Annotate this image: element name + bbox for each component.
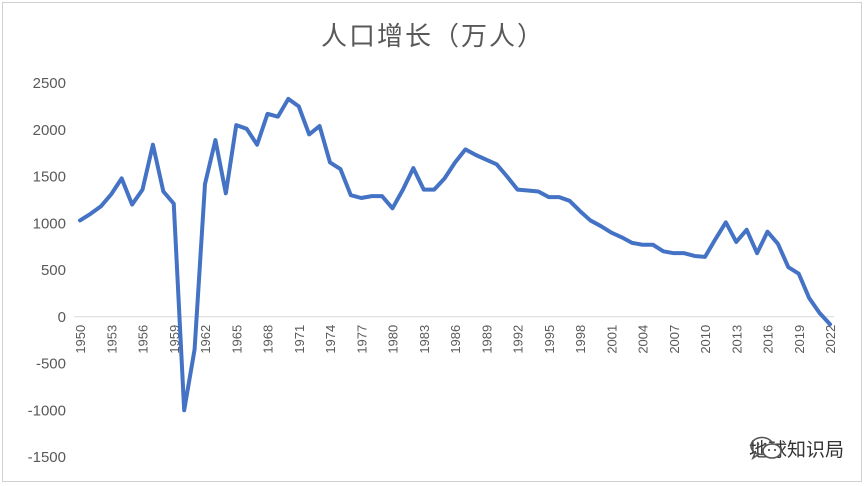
x-tick-label: 1986 [448, 325, 463, 354]
x-tick-label: 2001 [604, 325, 619, 354]
x-tick-label: 1971 [292, 325, 307, 354]
x-tick-label: 1989 [479, 325, 494, 354]
watermark: 地球知识局 [749, 435, 844, 462]
x-tick-label: 1980 [386, 325, 401, 354]
x-tick-label: 2016 [761, 325, 776, 354]
x-tick-label: 1953 [104, 325, 119, 354]
x-tick-label: 1950 [73, 325, 88, 354]
x-tick-label: 2019 [792, 325, 807, 354]
x-tick-label: 1974 [323, 325, 338, 354]
y-tick-label: -1000 [28, 402, 66, 419]
y-tick-label: -1500 [28, 449, 66, 466]
x-tick-label: 1992 [511, 325, 526, 354]
x-tick-label: 1965 [229, 325, 244, 354]
x-tick-label: 1998 [573, 325, 588, 354]
y-tick-label: 500 [41, 262, 66, 279]
y-tick-label: -500 [36, 356, 66, 373]
x-tick-label: 1968 [261, 325, 276, 354]
x-tick-label: 1995 [542, 325, 557, 354]
x-tick-label: 2004 [636, 325, 651, 354]
x-tick-label: 1977 [354, 325, 369, 354]
y-tick-label: 0 [58, 309, 66, 326]
chart-title: 人口增长（万人） [320, 22, 545, 52]
x-tick-label: 2013 [729, 325, 744, 354]
wechat-icon [750, 436, 782, 461]
y-tick-label: 2000 [33, 122, 66, 139]
x-tick-label: 2007 [667, 325, 682, 354]
x-tick-label: 1983 [417, 325, 432, 354]
y-axis-ticks: -1500 -1000 -500 0 500 1000 1500 2000 2500 [28, 75, 66, 466]
x-tick-label: 2010 [698, 325, 713, 354]
x-axis-ticks: 1950 1953 1956 1959 1962 1965 1968 1971 1974 1977… [73, 325, 838, 354]
y-tick-label: 1500 [33, 169, 66, 186]
y-tick-label: 1000 [33, 215, 66, 232]
x-tick-label: 1956 [136, 325, 151, 354]
x-tick-label: 2022 [823, 325, 838, 354]
y-tick-label: 2500 [33, 75, 66, 92]
x-tick-label: 1962 [198, 325, 213, 354]
series-line [78, 96, 832, 413]
x-tick-label: 1959 [167, 325, 182, 354]
